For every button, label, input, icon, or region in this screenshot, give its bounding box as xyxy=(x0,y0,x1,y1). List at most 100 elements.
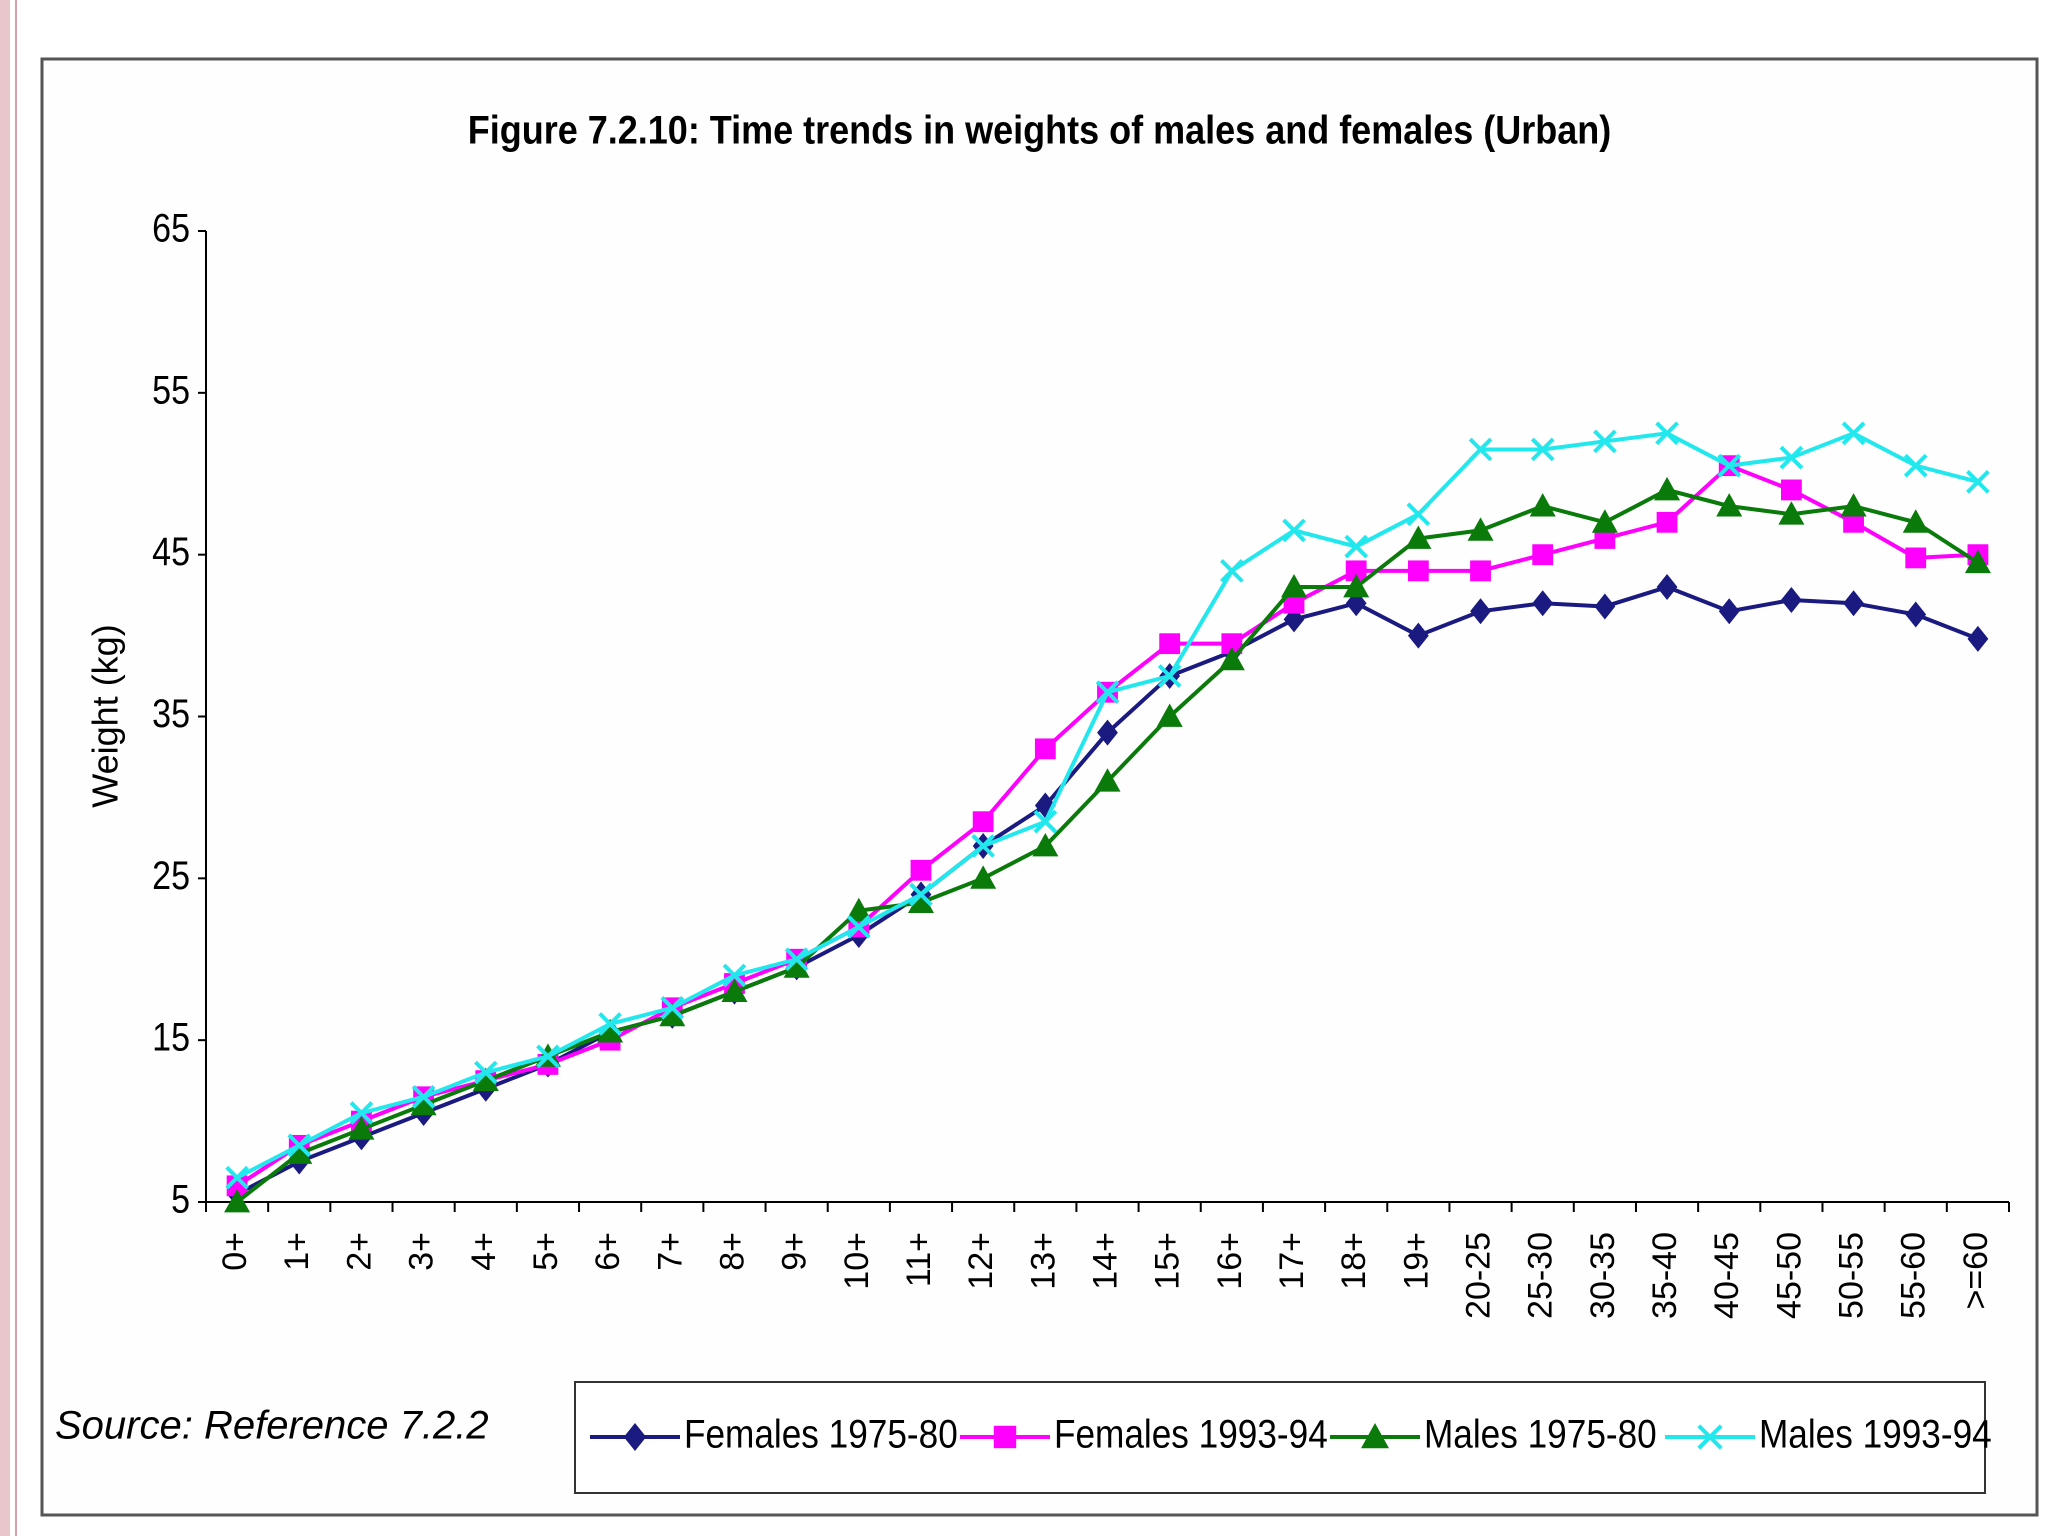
y-tick-label: 15 xyxy=(152,1014,190,1059)
legend-label: Males 1975-80 xyxy=(1424,1411,1657,1456)
data-point xyxy=(907,889,934,914)
data-point xyxy=(1530,437,1555,462)
x-tick-label: 2+ xyxy=(340,1232,378,1271)
data-point xyxy=(1345,560,1367,582)
y-tick-label: 25 xyxy=(152,852,190,897)
x-tick-label: 6+ xyxy=(589,1232,627,1271)
legend-label: Females 1993-94 xyxy=(1054,1411,1328,1456)
data-point xyxy=(783,954,810,978)
data-point xyxy=(1468,437,1493,462)
source-note: Source: Reference 7.2.2 xyxy=(55,1404,489,1448)
data-point xyxy=(1220,559,1244,583)
data-point xyxy=(1967,625,1989,652)
x-tick-label: 12+ xyxy=(962,1232,1000,1290)
data-point xyxy=(910,859,932,881)
data-point xyxy=(971,834,995,858)
x-tick-label: 25-30 xyxy=(1522,1232,1560,1319)
chart-frame xyxy=(40,57,2039,1517)
legend-marker xyxy=(993,1425,1017,1449)
data-point xyxy=(225,1165,249,1190)
data-point xyxy=(1903,453,1928,478)
x-tick-label: >=60 xyxy=(1957,1232,1995,1310)
legend-marker xyxy=(1361,1423,1389,1449)
data-point xyxy=(224,1189,251,1213)
data-point xyxy=(1406,502,1431,527)
data-point xyxy=(1221,633,1243,655)
x-tick-label: 20-25 xyxy=(1460,1232,1498,1319)
x-tick-label: 5+ xyxy=(527,1232,565,1271)
data-point xyxy=(1529,493,1556,517)
data-point xyxy=(1964,549,1991,574)
data-point xyxy=(1843,590,1864,617)
data-point xyxy=(845,897,872,922)
legend-marker xyxy=(1697,1424,1723,1450)
legend-label: Females 1975-80 xyxy=(684,1411,958,1456)
data-point xyxy=(784,947,809,972)
x-tick-label: 19+ xyxy=(1397,1232,1435,1290)
data-point xyxy=(1156,703,1183,727)
data-point xyxy=(1467,517,1494,541)
legend-label: Males 1993-94 xyxy=(1759,1411,1992,1456)
y-tick-label: 65 xyxy=(152,205,190,250)
data-point xyxy=(722,963,747,988)
data-point xyxy=(1778,501,1805,525)
data-point xyxy=(349,1101,374,1125)
data-point xyxy=(1407,622,1429,649)
data-point xyxy=(1470,598,1491,625)
data-point xyxy=(1779,445,1804,470)
data-point xyxy=(1218,646,1245,671)
x-tick-label: 14+ xyxy=(1086,1232,1124,1290)
data-point xyxy=(1718,598,1740,625)
data-point xyxy=(1283,606,1305,633)
data-point xyxy=(1594,593,1616,620)
y-tick-label: 35 xyxy=(152,690,190,735)
data-point xyxy=(1407,560,1429,582)
data-point xyxy=(1905,601,1927,628)
y-tick-label: 55 xyxy=(152,367,190,412)
data-point xyxy=(1470,560,1491,582)
data-point xyxy=(659,1002,686,1027)
data-point xyxy=(598,1012,622,1036)
y-tick-label: 45 xyxy=(152,529,190,574)
x-tick-label: 3+ xyxy=(403,1232,441,1271)
x-tick-label: 11+ xyxy=(900,1232,938,1287)
data-point xyxy=(1282,518,1306,543)
x-tick-label: 4+ xyxy=(465,1232,503,1271)
data-point xyxy=(1281,574,1308,598)
x-tick-label: 50-55 xyxy=(1833,1232,1871,1319)
data-point xyxy=(536,1044,560,1069)
chart-title: Figure 7.2.10: Time trends in weights of… xyxy=(468,109,1611,153)
data-point xyxy=(909,882,933,907)
data-point xyxy=(1716,493,1743,517)
data-point xyxy=(472,1067,499,1092)
x-tick-label: 7+ xyxy=(651,1232,689,1271)
y-tick-label: 5 xyxy=(171,1176,190,1221)
data-point xyxy=(1655,421,1679,446)
x-tick-label: 13+ xyxy=(1024,1232,1062,1290)
data-point xyxy=(846,915,871,939)
left-border xyxy=(0,0,10,1536)
data-point xyxy=(660,995,685,1020)
data-point xyxy=(1157,664,1182,688)
data-point xyxy=(1283,592,1305,614)
y-axis-label: Weight (kg) xyxy=(85,624,126,807)
x-tick-label: 17+ xyxy=(1273,1232,1311,1290)
legend-marker xyxy=(623,1423,647,1451)
data-point xyxy=(1780,586,1802,613)
data-point xyxy=(1343,574,1370,598)
x-tick-label: 35-40 xyxy=(1646,1232,1684,1319)
data-point xyxy=(1593,429,1617,454)
x-tick-label: 10+ xyxy=(838,1232,876,1290)
data-point xyxy=(597,1019,624,1043)
data-point xyxy=(410,1091,437,1116)
data-point xyxy=(1034,738,1056,760)
x-tick-label: 55-60 xyxy=(1895,1232,1933,1319)
data-point xyxy=(1094,768,1121,792)
x-tick-label: 30-35 xyxy=(1584,1232,1622,1319)
data-point xyxy=(1532,590,1554,617)
data-point xyxy=(1840,493,1867,517)
data-point xyxy=(1344,534,1369,559)
data-point xyxy=(287,1133,312,1158)
data-point xyxy=(1843,511,1864,533)
